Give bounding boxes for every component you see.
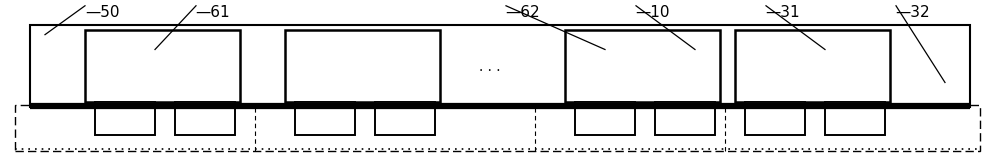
Bar <box>375 102 435 135</box>
Bar <box>655 102 715 135</box>
Text: —61: —61 <box>195 5 230 20</box>
Bar <box>575 102 635 135</box>
Bar <box>95 102 155 135</box>
Bar <box>30 25 970 107</box>
Text: —50: —50 <box>85 5 120 20</box>
Bar <box>295 102 355 135</box>
Bar <box>745 102 805 135</box>
Bar <box>825 102 885 135</box>
Text: —31: —31 <box>765 5 800 20</box>
Bar <box>85 30 240 102</box>
Bar <box>15 105 980 151</box>
Bar <box>175 102 235 135</box>
Bar <box>735 30 890 102</box>
Text: —32: —32 <box>895 5 930 20</box>
Text: . . .: . . . <box>479 60 501 74</box>
Text: —10: —10 <box>635 5 670 20</box>
Bar <box>285 30 440 102</box>
Bar <box>565 30 720 102</box>
Text: —62: —62 <box>505 5 540 20</box>
